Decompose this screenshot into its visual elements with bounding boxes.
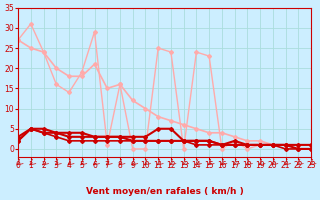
X-axis label: Vent moyen/en rafales ( km/h ): Vent moyen/en rafales ( km/h ) — [86, 187, 244, 196]
